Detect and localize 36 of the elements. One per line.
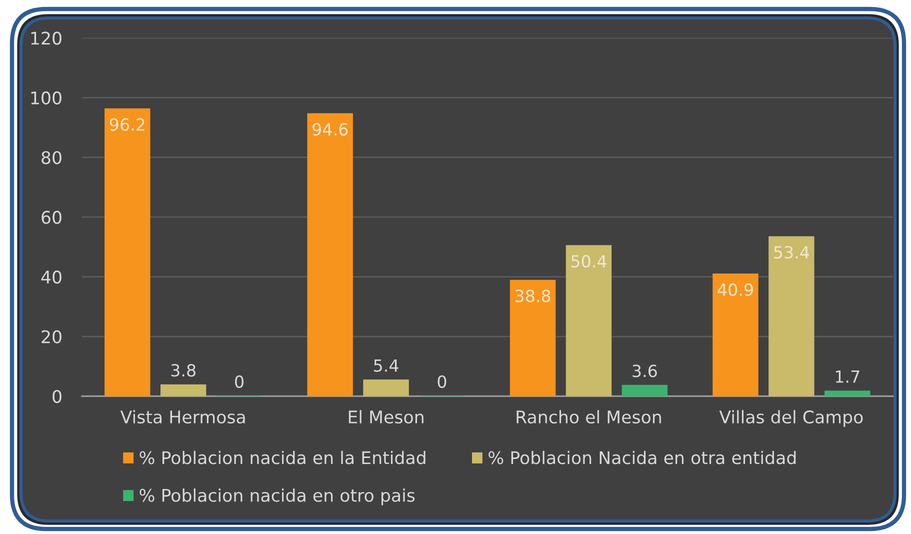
bar bbox=[712, 274, 758, 396]
x-tick-label: Rancho el Meson bbox=[516, 410, 661, 424]
x-tick-label: Villas del Campo bbox=[719, 410, 863, 427]
data-label: 0 bbox=[235, 375, 244, 388]
data-label: 96.2 bbox=[110, 118, 144, 131]
legend-label: % Poblacion Nacida en otra entidad bbox=[488, 450, 796, 464]
y-tick-label: 0 bbox=[52, 390, 62, 404]
bar bbox=[566, 245, 612, 396]
bar bbox=[824, 390, 870, 396]
bar bbox=[104, 108, 150, 396]
data-label: 94.6 bbox=[312, 123, 348, 136]
legend-label: % Poblacion nacida en la Entidad bbox=[140, 450, 426, 464]
bar bbox=[160, 384, 206, 396]
data-label: 5.4 bbox=[374, 359, 398, 372]
data-label: 3.8 bbox=[171, 364, 196, 377]
legend-label: % Poblacion nacida en otro pais bbox=[140, 488, 415, 506]
y-tick-label: 20 bbox=[42, 330, 62, 344]
y-tick-label: 100 bbox=[31, 91, 62, 104]
data-label: 38.8 bbox=[516, 290, 550, 302]
bar bbox=[307, 113, 353, 396]
data-label: 0 bbox=[438, 375, 446, 388]
data-label: 3.6 bbox=[632, 364, 657, 378]
bar bbox=[363, 380, 409, 396]
bar bbox=[510, 280, 556, 396]
y-tick-label: 40 bbox=[41, 270, 62, 284]
data-label: 53.4 bbox=[774, 246, 810, 259]
x-tick-label: El Meson bbox=[348, 410, 424, 424]
data-label: 40.9 bbox=[718, 283, 753, 296]
y-tick-label: 60 bbox=[42, 210, 62, 224]
y-tick-label: 120 bbox=[31, 32, 62, 45]
x-tick-label: Vista Hermosa bbox=[120, 410, 245, 424]
y-tick-label: 80 bbox=[42, 151, 62, 164]
data-label: 1.7 bbox=[836, 370, 860, 383]
bar bbox=[768, 236, 814, 396]
bar bbox=[622, 384, 668, 396]
data-label: 50.4 bbox=[571, 254, 606, 268]
